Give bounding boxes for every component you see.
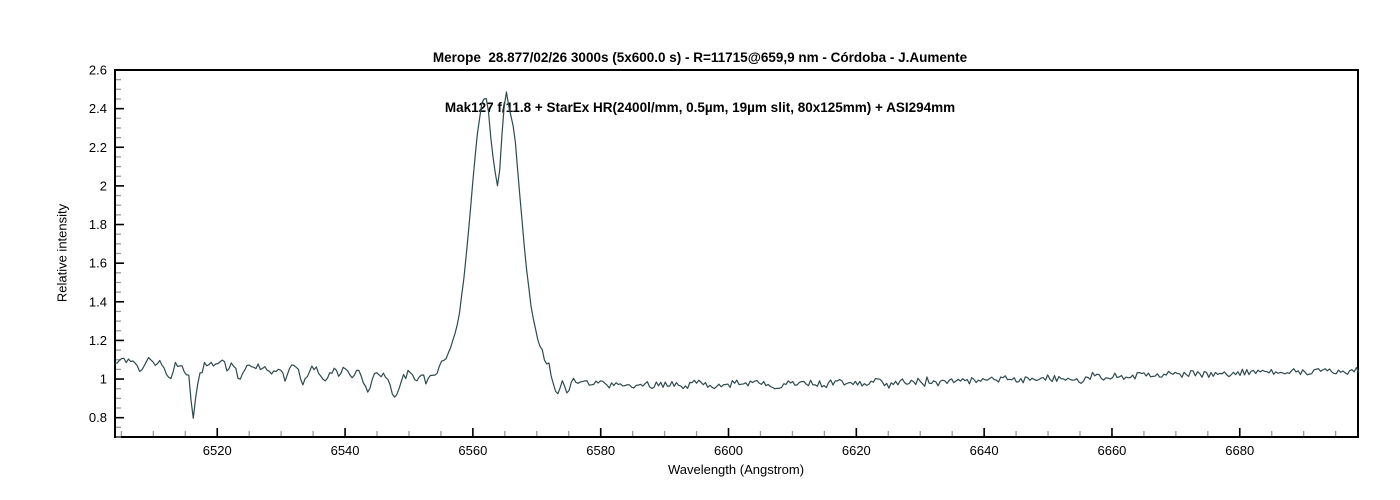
spectrum-line (114, 91, 1360, 419)
x-tick-label: 6540 (331, 443, 360, 458)
y-tick-label: 1.2 (89, 333, 107, 348)
y-tick-label: 1.6 (89, 256, 107, 271)
chart-title-line1: Merope 28.877/02/26 3000s (5x600.0 s) - … (432, 50, 968, 65)
y-tick-label: 2 (100, 178, 107, 193)
y-tick-label: 0.8 (89, 410, 107, 425)
plot-border (114, 69, 1359, 438)
chart-title-line2: Mak127 f/11.8 + StarEx HR(2400l/mm, 0.5µ… (444, 99, 956, 115)
chart-title: Merope 28.877/02/26 3000s (5x600.0 s) - … (0, 17, 1400, 149)
x-tick-label: 6620 (842, 443, 871, 458)
y-tick-label: 1.4 (89, 294, 107, 309)
x-tick-label: 6580 (586, 443, 615, 458)
x-tick-label: 6680 (1225, 443, 1254, 458)
y-tick-label: 1 (100, 372, 107, 387)
x-tick-label: 6640 (970, 443, 999, 458)
x-tick-label: 6560 (458, 443, 487, 458)
y-tick-label: 2.6 (89, 63, 107, 78)
y-tick-label: 2.2 (89, 140, 107, 155)
y-tick-label: 2.4 (89, 101, 107, 116)
x-tick-label: 6660 (1097, 443, 1126, 458)
x-tick-label: 6600 (714, 443, 743, 458)
x-axis-title: Wavelength (Angstrom) (667, 462, 805, 477)
y-tick-label: 1.8 (89, 217, 107, 232)
x-tick-label: 6520 (203, 443, 232, 458)
